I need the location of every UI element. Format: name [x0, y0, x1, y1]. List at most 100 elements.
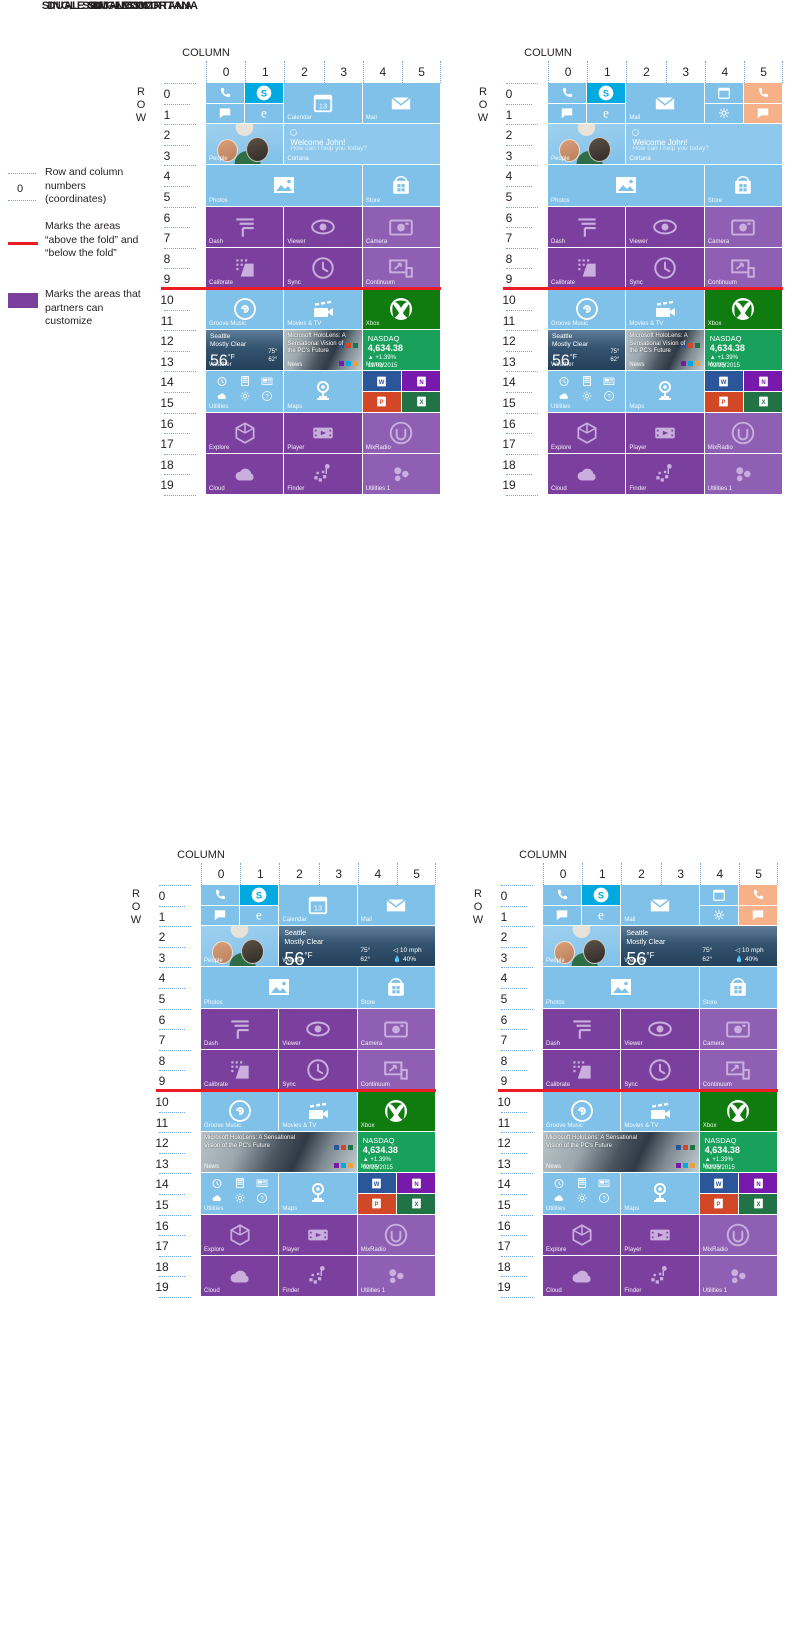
tile-sync[interactable]: Sync	[284, 247, 362, 288]
tile-weather[interactable]: Seattle Mostly Clear 56°F 75° 62° ◁ 10 mph 💧 4…	[621, 926, 778, 967]
tile-mixradio[interactable]: MixRadio	[704, 412, 783, 453]
tile-mail[interactable]: Mail	[357, 885, 436, 926]
tile-phone-sim2[interactable]	[739, 885, 778, 905]
tile-word[interactable]: W	[357, 1173, 396, 1193]
tile-cloud[interactable]: Cloud	[548, 453, 626, 494]
tile-edge[interactable]: e	[240, 905, 279, 926]
tile-sync[interactable]: Sync	[279, 1049, 357, 1090]
tile-powerpoint[interactable]: P	[699, 1194, 738, 1214]
tile-weather[interactable]: Seattle Mostly Clear 56°F 75° 62° Weather	[206, 330, 284, 371]
tile-dash[interactable]: Dash	[543, 1008, 621, 1049]
tile-excel[interactable]: X	[744, 392, 783, 412]
tile-movies-tv[interactable]: Movies & TV	[284, 289, 362, 330]
tile-cloud[interactable]: Cloud	[201, 1255, 279, 1296]
tile-mail[interactable]: Mail	[621, 885, 699, 926]
tile-store[interactable]: Store	[357, 967, 436, 1008]
tile-calendar[interactable]: 13 Calendar	[279, 885, 357, 926]
tile-calibrate[interactable]: Calibrate	[201, 1049, 279, 1090]
tile-camera[interactable]: Camera	[362, 206, 441, 247]
tile-settings[interactable]	[699, 905, 738, 926]
tile-utilities-1[interactable]: Utilities 1	[704, 453, 783, 494]
tile-skype[interactable]: S	[587, 83, 626, 103]
tile-powerpoint[interactable]: P	[362, 392, 401, 412]
tile-cortana[interactable]: Welcome John! How can I help you today? Co…	[626, 124, 783, 165]
tile-messaging-sim2[interactable]	[739, 905, 778, 926]
tile-word[interactable]: W	[704, 371, 743, 391]
tile-xbox[interactable]: Xbox	[704, 289, 783, 330]
tile-dash[interactable]: Dash	[201, 1008, 279, 1049]
tile-messaging-sim2[interactable]	[744, 103, 783, 124]
tile-continuum[interactable]: Continuum	[699, 1049, 778, 1090]
tile-utilities[interactable]: ? Utilities	[206, 371, 284, 412]
tile-finder[interactable]: Finder	[626, 453, 704, 494]
tile-cloud[interactable]: Cloud	[206, 453, 284, 494]
tile-maps[interactable]: Maps	[279, 1173, 357, 1214]
tile-calendar[interactable]: 13 Calendar	[284, 83, 362, 124]
tile-messaging[interactable]	[201, 905, 240, 926]
tile-onenote[interactable]: N	[739, 1173, 778, 1193]
tile-people[interactable]: People	[543, 926, 621, 967]
tile-excel[interactable]: X	[397, 1194, 436, 1214]
tile-photos[interactable]: Photos	[201, 967, 357, 1008]
tile-player[interactable]: Player	[626, 412, 704, 453]
tile-xbox[interactable]: Xbox	[699, 1091, 778, 1132]
tile-camera[interactable]: Camera	[704, 206, 783, 247]
tile-sync[interactable]: Sync	[621, 1049, 699, 1090]
tile-groove-music[interactable]: Groove Music	[201, 1091, 279, 1132]
tile-calendar[interactable]	[704, 83, 743, 103]
tile-groove-music[interactable]: Groove Music	[543, 1091, 621, 1132]
tile-people[interactable]: People	[206, 124, 284, 165]
tile-news[interactable]: Microsoft HoloLens: A Sensational Vision…	[543, 1132, 699, 1173]
tile-photos[interactable]: Photos	[548, 165, 704, 206]
tile-viewer[interactable]: Viewer	[626, 206, 704, 247]
tile-finder[interactable]: Finder	[279, 1255, 357, 1296]
tile-skype[interactable]: S	[240, 885, 279, 905]
tile-phone-sim1[interactable]	[548, 83, 587, 103]
tile-people[interactable]: People	[201, 926, 279, 967]
tile-photos[interactable]: Photos	[206, 165, 362, 206]
tile-onenote[interactable]: N	[397, 1173, 436, 1193]
tile-mixradio[interactable]: MixRadio	[362, 412, 441, 453]
tile-utilities[interactable]: ? Utilities	[201, 1173, 279, 1214]
tile-continuum[interactable]: Continuum	[704, 247, 783, 288]
tile-player[interactable]: Player	[284, 412, 362, 453]
tile-messaging-sim1[interactable]	[543, 905, 582, 926]
tile-viewer[interactable]: Viewer	[621, 1008, 699, 1049]
tile-powerpoint[interactable]: P	[704, 392, 743, 412]
tile-xbox[interactable]: Xbox	[357, 1091, 436, 1132]
tile-settings[interactable]	[704, 103, 743, 124]
tile-utilities[interactable]: ? Utilities	[543, 1173, 621, 1214]
tile-store[interactable]: Store	[704, 165, 783, 206]
tile-onenote[interactable]: N	[402, 371, 441, 391]
tile-mail[interactable]: Mail	[362, 83, 441, 124]
tile-photos[interactable]: Photos	[543, 967, 699, 1008]
tile-calibrate[interactable]: Calibrate	[206, 247, 284, 288]
tile-excel[interactable]: X	[402, 392, 441, 412]
tile-people[interactable]: People	[548, 124, 626, 165]
tile-onenote[interactable]: N	[744, 371, 783, 391]
tile-xbox[interactable]: Xbox	[362, 289, 441, 330]
tile-phone-sim2[interactable]	[744, 83, 783, 103]
tile-groove-music[interactable]: Groove Music	[548, 289, 626, 330]
tile-player[interactable]: Player	[279, 1214, 357, 1255]
tile-messaging[interactable]	[206, 103, 245, 124]
tile-maps[interactable]: Maps	[621, 1173, 699, 1214]
tile-dash[interactable]: Dash	[548, 206, 626, 247]
tile-mail[interactable]: Mail	[626, 83, 704, 124]
tile-money[interactable]: NASDAQ 4,634.38 ▲ +1.39% 02/25/2015 Money	[704, 330, 783, 371]
tile-money[interactable]: NASDAQ 4,634.38 ▲ +1.39% 11/02/2015 Money	[362, 330, 441, 371]
tile-mixradio[interactable]: MixRadio	[699, 1214, 778, 1255]
tile-mixradio[interactable]: MixRadio	[357, 1214, 436, 1255]
tile-phone[interactable]	[206, 83, 245, 103]
tile-continuum[interactable]: Continuum	[362, 247, 441, 288]
tile-finder[interactable]: Finder	[621, 1255, 699, 1296]
tile-explore[interactable]: Explore	[206, 412, 284, 453]
tile-weather[interactable]: Seattle Mostly Clear 56°F 75° 62° ◁ 10 mph 💧 4…	[279, 926, 436, 967]
tile-news[interactable]: Microsoft HoloLens: A Sensational Vision…	[626, 330, 704, 371]
tile-viewer[interactable]: Viewer	[284, 206, 362, 247]
tile-calibrate[interactable]: Calibrate	[543, 1049, 621, 1090]
tile-cortana[interactable]: Welcome John! How can I help you today? Co…	[284, 124, 441, 165]
tile-player[interactable]: Player	[621, 1214, 699, 1255]
tile-skype[interactable]: S	[245, 83, 284, 103]
tile-word[interactable]: W	[699, 1173, 738, 1193]
